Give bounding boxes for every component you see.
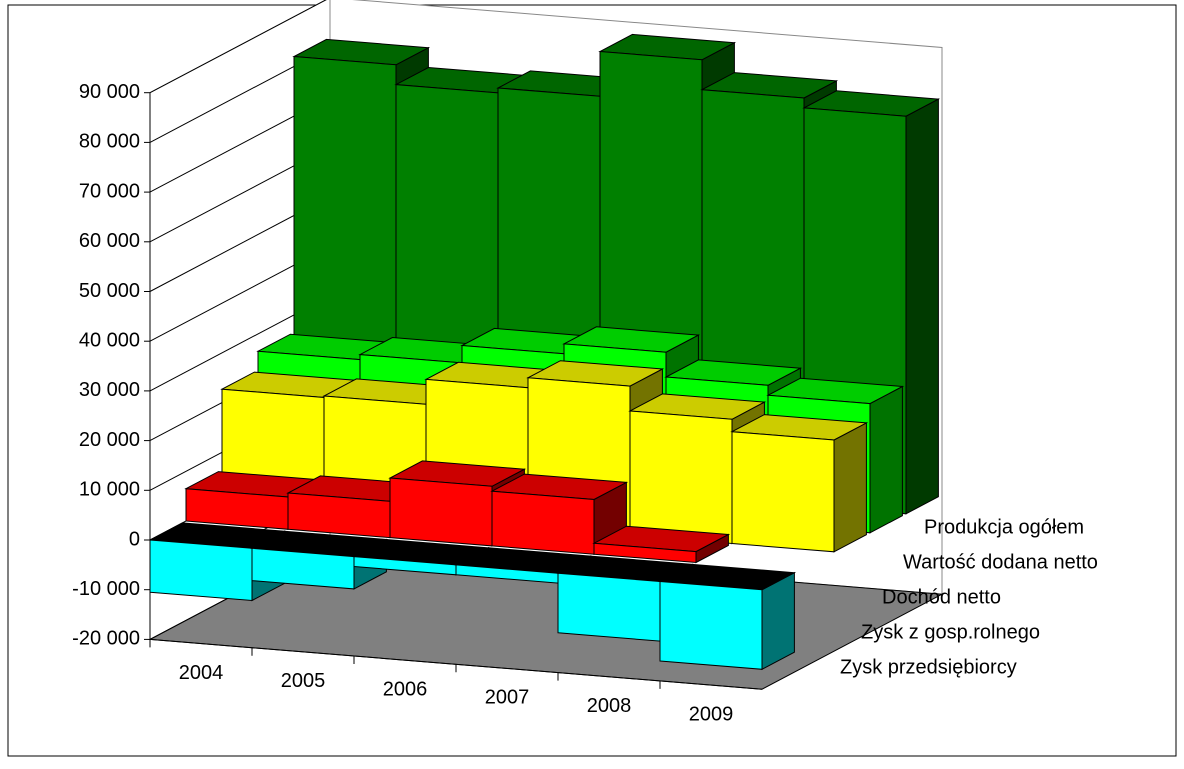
y-tick-label: 80 000	[79, 131, 140, 153]
y-tick-label: 30 000	[79, 379, 140, 401]
bar-front	[593, 542, 697, 564]
bar-front	[659, 580, 763, 670]
bar-front	[287, 492, 391, 539]
bar-front	[731, 431, 835, 553]
x-tick-label: 2008	[587, 695, 632, 717]
y-tick-label: 50 000	[79, 280, 140, 302]
series-label: Dochód netto	[882, 586, 1001, 608]
bar-front	[491, 490, 595, 555]
y-tick-label: 40 000	[79, 329, 140, 351]
series-label: Zysk przedsiębiorcy	[840, 656, 1017, 678]
bar-side	[905, 98, 939, 515]
series-label: Zysk z gosp.rolnego	[861, 621, 1040, 643]
bar-side	[833, 422, 867, 553]
y-tick-label: -20 000	[72, 628, 140, 650]
x-tick-label: 2007	[485, 687, 530, 709]
bar	[490, 473, 629, 556]
y-tick-label: 0	[129, 528, 140, 550]
bar	[658, 563, 797, 671]
y-tick-label: 70 000	[79, 180, 140, 202]
series-label: Produkcja ogółem	[924, 516, 1084, 538]
x-tick-label: 2004	[179, 662, 224, 684]
y-tick-label: 60 000	[79, 230, 140, 252]
y-tick-label: 90 000	[79, 81, 140, 103]
y-tick-label: 10 000	[79, 479, 140, 501]
series-label: Wartość dodana netto	[903, 551, 1098, 573]
y-tick-label: -10 000	[72, 578, 140, 600]
bar-front	[629, 410, 733, 545]
bar-side	[869, 385, 903, 534]
y-tick-label: 20 000	[79, 429, 140, 451]
bar-front	[557, 572, 661, 642]
bar	[730, 414, 869, 553]
x-tick-label: 2006	[383, 678, 428, 700]
bar	[592, 525, 731, 564]
x-tick-label: 2005	[281, 670, 326, 692]
bar-front	[389, 477, 493, 547]
x-tick-label: 2009	[689, 703, 734, 725]
grid-line	[149, 0, 327, 94]
bar-front	[149, 539, 253, 602]
